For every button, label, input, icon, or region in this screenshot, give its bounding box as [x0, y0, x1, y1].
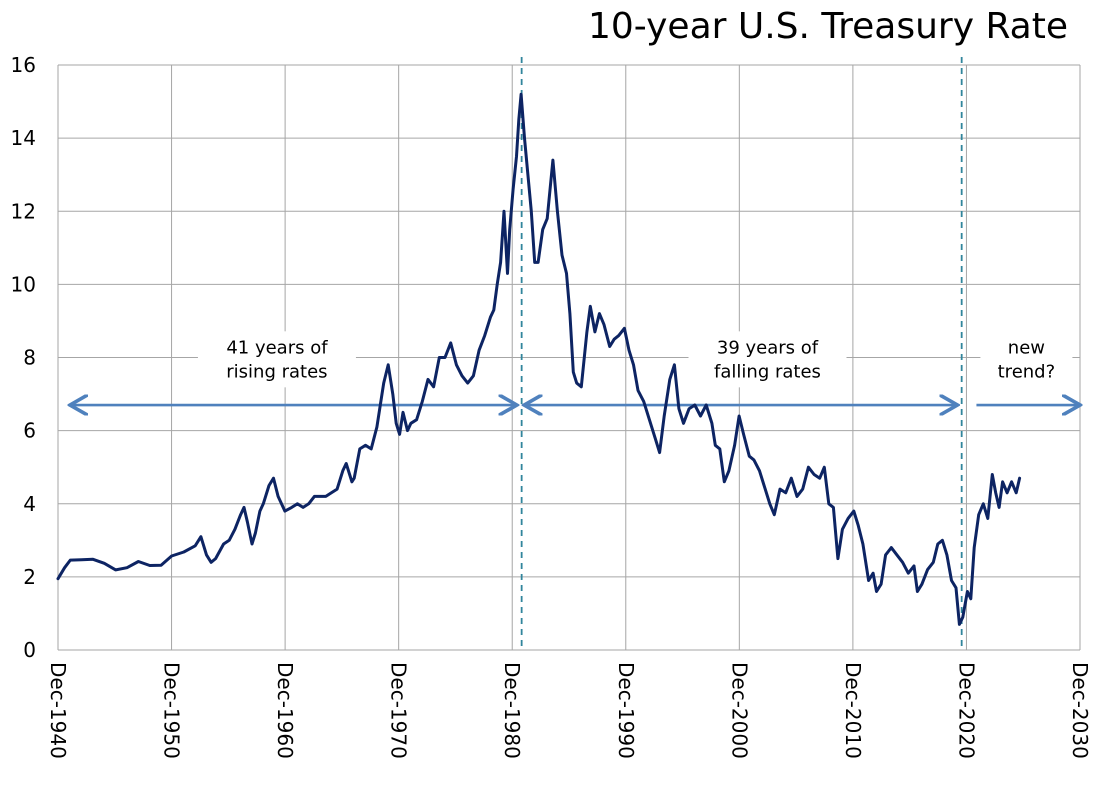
x-tick-label: Dec-1950 [160, 662, 184, 759]
annotation-label: falling rates [714, 361, 821, 382]
annotation-labels: 41 years of rising rates 39 years of fallin… [197, 331, 1073, 388]
annotation-label: rising rates [226, 361, 327, 382]
x-tick-label: Dec-2020 [954, 662, 978, 759]
y-axis-ticks: 0 2 4 6 8 10 12 14 16 [11, 53, 36, 662]
annotation-label: 41 years of [226, 337, 328, 358]
x-tick-label: Dec-2010 [841, 662, 865, 759]
y-tick-label: 2 [23, 565, 36, 589]
x-axis-ticks: Dec-1940 Dec-1950 Dec-1960 Dec-1970 Dec-1980… [46, 662, 1092, 759]
grid-lines [57, 64, 1081, 651]
series-layer [56, 92, 1022, 626]
x-tick-label: Dec-1980 [500, 662, 524, 759]
chart-title: 10-year U.S. Treasury Rate [588, 6, 1068, 47]
y-tick-label: 14 [11, 126, 36, 150]
x-tick-label: Dec-1960 [273, 662, 297, 759]
y-tick-label: 6 [23, 419, 36, 443]
annotation-backdrop [980, 331, 1073, 388]
y-tick-label: 0 [23, 638, 36, 662]
y-tick-label: 12 [11, 199, 36, 223]
annotation-backdrop [197, 331, 356, 388]
x-tick-label: Dec-1990 [614, 662, 638, 759]
x-tick-label: Dec-1940 [46, 662, 70, 759]
x-tick-label: Dec-2000 [727, 662, 751, 759]
y-tick-label: 16 [11, 53, 36, 77]
annotation-label: new [1008, 337, 1045, 358]
x-tick-label: Dec-2030 [1068, 662, 1092, 759]
annotation-backdrop [688, 331, 847, 388]
annotation-label: 39 years of [717, 337, 819, 358]
annotation-label: trend? [998, 361, 1056, 382]
series-line [56, 92, 1022, 626]
y-tick-label: 8 [23, 346, 36, 370]
y-tick-label: 10 [11, 272, 36, 296]
x-tick-label: Dec-1970 [387, 662, 411, 759]
y-tick-label: 4 [23, 492, 36, 516]
